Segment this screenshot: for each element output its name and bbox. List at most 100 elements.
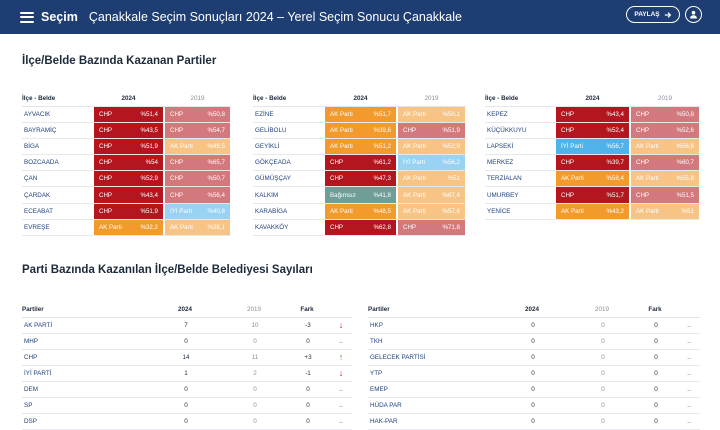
vote-share: %51,9 bbox=[140, 142, 158, 150]
district-link[interactable]: ECEABAT bbox=[24, 207, 53, 215]
district-link[interactable]: TERZİALAN bbox=[487, 175, 522, 183]
district-row: KEPEZ CHP %43,4 CHP %50,8 bbox=[485, 106, 700, 123]
vote-share: %43,4 bbox=[140, 191, 158, 199]
result-2024-cell: CHP %51,7 bbox=[555, 186, 630, 204]
brand-logo[interactable]: Seçim bbox=[41, 10, 78, 24]
share-arrow-icon bbox=[664, 11, 671, 18]
no-change-icon: – bbox=[339, 340, 343, 346]
district-link[interactable]: BOZCAADA bbox=[24, 159, 59, 167]
district-link[interactable]: GEYİKLİ bbox=[255, 142, 280, 150]
share-button[interactable]: PAYLAŞ bbox=[626, 6, 680, 23]
vote-share: %39,7 bbox=[606, 159, 624, 167]
party-rows: AK PARTİ 7 10 -3 ↓ MHP 0 0 0– CHP 14 11 +3 ↑ İYİ PARTİ… bbox=[22, 317, 352, 430]
district-row: KAVAKKÖY CHP %62,8 CHP %71,8 bbox=[253, 219, 466, 237]
district-link[interactable]: ÇAN bbox=[24, 175, 38, 183]
party-result-badge: CHP %51,4 bbox=[94, 106, 163, 122]
district-link[interactable]: GELİBOLU bbox=[255, 126, 287, 134]
party-name: AK Parti bbox=[330, 126, 353, 134]
district-link[interactable]: GÖKÇEADA bbox=[255, 159, 291, 167]
no-change-icon: – bbox=[687, 356, 691, 362]
party-row: TKH 0 0 0– bbox=[368, 333, 700, 350]
col-header-2019: 2019 bbox=[570, 303, 634, 318]
district-rows: KEPEZ CHP %43,4 CHP %50,8 KÜÇÜKKUYU CHP %52,4 CH… bbox=[485, 106, 700, 220]
count-2019-cell: 0 bbox=[570, 413, 634, 430]
district-name-cell: GEYİKLİ bbox=[253, 138, 324, 156]
result-2019-cell: AK Parti %50,1 bbox=[397, 106, 466, 123]
district-name-cell: LAPSEKİ bbox=[485, 138, 555, 156]
count-2024-cell: 0 bbox=[494, 397, 570, 414]
count-2024-cell: 0 bbox=[494, 381, 570, 398]
count-2019-cell: 10 bbox=[222, 317, 286, 334]
party-name: CHP bbox=[99, 126, 113, 134]
result-2019-cell: AK Parti %67,4 bbox=[397, 186, 466, 204]
district-link[interactable]: YENİCE bbox=[487, 207, 511, 215]
district-link[interactable]: KALKIM bbox=[255, 191, 279, 199]
district-row: BAYRAMİÇ CHP %43,5 CHP %54,7 bbox=[22, 122, 231, 139]
party-result-badge: CHP %71,8 bbox=[398, 219, 465, 235]
district-link[interactable]: KARABİGA bbox=[255, 207, 288, 215]
district-table-header: İlçe - Belde 2024 2019 bbox=[253, 92, 466, 107]
district-link[interactable]: BAYRAMİÇ bbox=[24, 126, 57, 134]
count-2024-cell: 0 bbox=[494, 413, 570, 430]
party-name: CHP bbox=[561, 191, 575, 199]
district-name-cell: KÜÇÜKKUYU bbox=[485, 122, 555, 139]
party-name: İYİ Parti bbox=[170, 207, 193, 215]
district-link[interactable]: EZİNE bbox=[255, 110, 274, 118]
trend-cell: – bbox=[328, 413, 352, 430]
party-name: CHP bbox=[170, 191, 184, 199]
trend-cell: – bbox=[328, 333, 352, 350]
diff-cell: 0 bbox=[634, 365, 676, 382]
district-name-cell: KARABİGA bbox=[253, 203, 324, 220]
party-name: AK Parti bbox=[99, 223, 122, 231]
district-name-cell: BOZCAADA bbox=[22, 154, 93, 172]
hamburger-menu-icon[interactable] bbox=[20, 11, 34, 23]
district-link[interactable]: MERKEZ bbox=[487, 159, 514, 167]
party-row: SP 0 0 0– bbox=[22, 397, 352, 414]
district-name-cell: YENİCE bbox=[485, 203, 555, 220]
vote-share: %54 bbox=[145, 159, 158, 167]
party-result-badge: AK Parti %58,4 bbox=[556, 171, 629, 187]
result-2019-cell: CHP %52,6 bbox=[630, 122, 700, 139]
party-name: AK Parti bbox=[636, 142, 659, 150]
district-row: YENİCE AK Parti %43,2 AK Parti %51 bbox=[485, 203, 700, 220]
result-2024-cell: AK Parti %43,2 bbox=[555, 203, 630, 220]
no-change-icon: – bbox=[687, 324, 691, 330]
district-link[interactable]: KAVAKKÖY bbox=[255, 223, 289, 231]
result-2024-cell: CHP %43,4 bbox=[93, 186, 164, 204]
district-link[interactable]: UMURBEY bbox=[487, 191, 519, 199]
district-name-cell: KEPEZ bbox=[485, 106, 555, 123]
party-result-badge: AK Parti %50,1 bbox=[398, 106, 465, 122]
result-2019-cell: CHP %54,7 bbox=[164, 122, 231, 139]
district-link[interactable]: EVREŞE bbox=[24, 223, 50, 231]
party-name-cell: SP bbox=[22, 397, 148, 414]
district-row: KALKIM Bağımsız %41,8 AK Parti %67,4 bbox=[253, 186, 466, 204]
col-header-party: Partiler bbox=[22, 303, 148, 318]
col-header-2019: 2019 bbox=[397, 92, 466, 107]
district-link[interactable]: GÜMÜŞÇAY bbox=[255, 175, 291, 183]
district-link[interactable]: ÇARDAK bbox=[24, 191, 51, 199]
col-header-2024: 2024 bbox=[93, 92, 164, 107]
count-2024-cell: 1 bbox=[148, 365, 222, 382]
district-link[interactable]: LAPSEKİ bbox=[487, 142, 514, 150]
share-label: PAYLAŞ bbox=[634, 11, 660, 18]
result-2019-cell: AK Parti %38,1 bbox=[164, 219, 231, 237]
party-result-badge: CHP %51,7 bbox=[556, 187, 629, 203]
user-account-button[interactable] bbox=[685, 6, 702, 23]
district-row: AYVACIK CHP %51,4 CHP %50,8 bbox=[22, 106, 231, 123]
party-result-badge: CHP %50,8 bbox=[631, 106, 699, 122]
district-link[interactable]: AYVACIK bbox=[24, 110, 51, 118]
trend-cell: – bbox=[676, 349, 700, 366]
district-link[interactable]: KÜÇÜKKUYU bbox=[487, 126, 527, 134]
district-link[interactable]: BİGA bbox=[24, 142, 40, 150]
district-row: EVREŞE AK Parti %32,2 AK Parti %38,1 bbox=[22, 219, 231, 237]
party-name: CHP bbox=[170, 110, 184, 118]
col-header-2024: 2024 bbox=[555, 92, 630, 107]
party-name: AK Parti bbox=[403, 110, 426, 118]
party-row: AK PARTİ 7 10 -3 ↓ bbox=[22, 317, 352, 334]
result-2024-cell: CHP %51,9 bbox=[93, 203, 164, 220]
party-row: GELECEK PARTİSİ 0 0 0– bbox=[368, 349, 700, 366]
district-row: KÜÇÜKKUYU CHP %52,4 CHP %52,6 bbox=[485, 122, 700, 139]
party-name: AK Parti bbox=[403, 191, 426, 199]
party-name: AK Parti bbox=[170, 223, 193, 231]
district-link[interactable]: KEPEZ bbox=[487, 110, 508, 118]
